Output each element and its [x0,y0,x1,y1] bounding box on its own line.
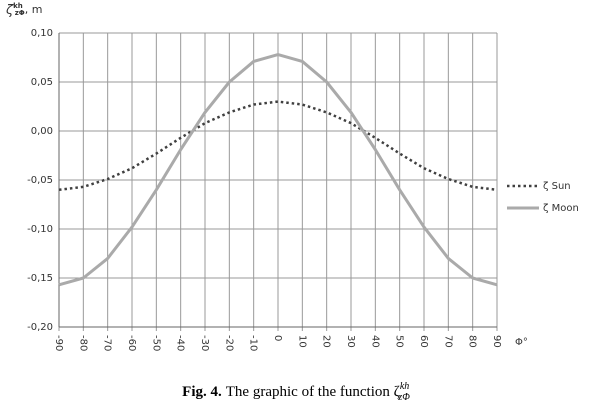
x-tick-label: -80 [77,335,88,351]
caption-text: The graphic of the function ζ [226,384,400,400]
x-tick-label: 10 [296,335,307,348]
x-tick-label: 60 [418,335,429,348]
x-tick-label: 0 [272,335,283,341]
x-tick-label: -30 [199,335,210,351]
caption-fig: Fig. 4. [182,384,222,400]
legend-label: ζ Sun [543,181,571,192]
y-unit: , m [25,3,43,16]
y-sub: zΦ [15,9,25,17]
x-tick-label: -90 [53,335,64,351]
x-tick-label: 30 [345,335,356,348]
y-tick-label: -0,20 [27,322,53,333]
x-tick-label: 40 [369,335,380,348]
caption: Fig. 4. The graphic of the function ζkh zΦ [182,381,410,403]
y-tick-label: -0,15 [27,273,53,284]
y-tick-label: -0,10 [27,224,53,235]
x-tick-label: -50 [150,335,161,351]
x-axis-label: Φ° [515,337,528,348]
y-axis-label: ζkh zΦ, m [5,2,42,18]
x-tick-label: 70 [442,335,453,348]
series-line [58,53,498,287]
x-tick-label: -20 [223,335,234,351]
legend-label: ζ Moon [543,203,579,214]
x-tick-label: 20 [321,335,332,348]
y-sup: kh [13,2,23,10]
y-tick-label: 0,05 [31,77,53,88]
caption-sub: zΦ [397,392,410,403]
x-tick-label: -10 [248,335,259,351]
x-tick-label: 90 [491,335,502,348]
y-tick-label: -0,05 [27,175,53,186]
x-tick-label: -40 [175,335,186,351]
x-tick-label: 50 [394,335,405,348]
y-tick-label: 0,00 [31,126,53,137]
y-tick-label: 0,10 [31,28,53,39]
x-tick-label: 80 [467,335,478,348]
caption-sup: kh [400,381,409,392]
y-symbol: ζ [5,3,14,18]
x-tick-label: -70 [102,335,113,351]
series-line [58,100,498,192]
x-tick-label: -60 [126,335,137,351]
